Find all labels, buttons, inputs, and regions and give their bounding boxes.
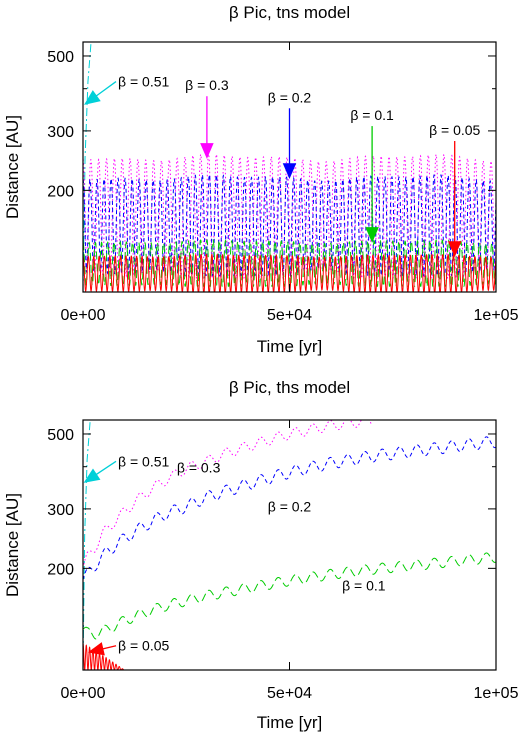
series-label: β = 0.2 xyxy=(268,498,312,514)
x-tick-label: 0e+00 xyxy=(61,307,106,324)
chart-title: β Pic, ths model xyxy=(229,378,350,397)
series-line-0 xyxy=(83,42,92,292)
x-tick-label: 0e+00 xyxy=(61,685,106,702)
y-tick-label: 500 xyxy=(47,427,74,444)
x-tick-label: 5e+04 xyxy=(267,307,312,324)
annotation-label: β = 0.1 xyxy=(350,107,394,123)
annotation-label: β = 0.2 xyxy=(268,89,312,105)
chart-tns-model: β Pic, tns model Time [yr] Distance [AU] 0e… xyxy=(3,3,519,356)
series-line-1 xyxy=(83,153,496,280)
y-tick-label: 500 xyxy=(47,49,74,66)
annotation-arrow-line xyxy=(95,81,117,97)
annotation-arrowhead xyxy=(87,642,105,656)
series-line-0 xyxy=(83,420,91,670)
annotation-label: β = 0.05 xyxy=(118,638,169,654)
annotation-arrowhead xyxy=(282,163,297,179)
annotation-label: β = 0.51 xyxy=(118,74,169,90)
chart-ths-model: β Pic, ths model Time [yr] Distance [AU] 0e… xyxy=(3,378,519,732)
series-line-3 xyxy=(83,552,496,640)
annotation-arrowhead xyxy=(447,241,462,258)
x-tick-label: 1e+05 xyxy=(474,685,519,702)
chart-title: β Pic, tns model xyxy=(229,3,350,22)
series-line-2 xyxy=(83,436,496,580)
x-axis-label: Time [yr] xyxy=(257,713,322,732)
y-axis-label: Distance [AU] xyxy=(3,493,22,597)
y-tick-label: 300 xyxy=(47,124,74,141)
series-label: β = 0.1 xyxy=(342,577,386,593)
y-axis-label: Distance [AU] xyxy=(3,115,22,219)
annotation-arrowhead xyxy=(84,90,101,105)
annotation-label: β = 0.51 xyxy=(118,453,169,469)
series-line-1 xyxy=(83,420,373,569)
annotation-label: β = 0.3 xyxy=(185,77,229,93)
series-line-2 xyxy=(83,173,496,278)
x-tick-label: 1e+05 xyxy=(474,307,519,324)
series-line-3 xyxy=(83,238,496,287)
series-label: β = 0.3 xyxy=(177,459,221,475)
plot-area xyxy=(83,420,496,670)
y-tick-label: 200 xyxy=(47,561,74,578)
x-axis-label: Time [yr] xyxy=(257,337,322,356)
annotation-arrowhead xyxy=(200,143,214,159)
annotation-arrowhead xyxy=(83,468,101,483)
annotation-arrow-line xyxy=(102,645,117,650)
annotation-arrowhead xyxy=(365,227,379,243)
x-tick-label: 5e+04 xyxy=(267,685,312,702)
annotation-label: β = 0.05 xyxy=(429,122,480,138)
y-tick-label: 200 xyxy=(47,183,74,200)
y-tick-label: 300 xyxy=(47,502,74,519)
annotation-arrow-line xyxy=(95,460,117,475)
